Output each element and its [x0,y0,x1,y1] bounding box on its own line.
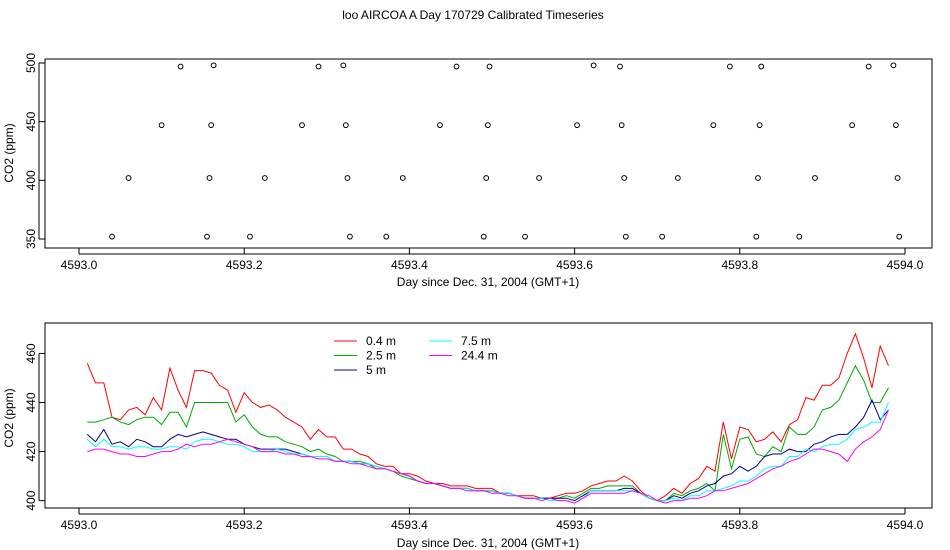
data-point [206,175,213,181]
data-point [812,175,818,181]
data-point [315,63,322,70]
data-point [261,175,268,181]
x-tick-label: 4593.0 [61,518,98,532]
data-point [437,122,443,129]
data-point [536,175,542,181]
y-axis-label-bottom: CO2 (ppm) [2,388,16,447]
plot-frame-bottom [44,322,933,509]
data-point [622,233,629,240]
legend: 0.4 m2.5 m5 m 7.5 m24.4 m [334,334,498,377]
data-point [674,175,681,181]
axes-top: 4593.0 4593.2 4593.4 4593.6 4593.8 4594.0 350 4… [24,53,924,272]
legend-label: 0.4 m [366,334,396,348]
x-tick-label: 4593.6 [556,258,593,272]
data-point [247,233,253,240]
data-point [342,122,349,129]
data-point [480,233,487,240]
data-point [755,175,761,181]
data-point [726,63,733,70]
data-point [125,175,132,181]
data-point [210,62,217,69]
x-tick-label: 4594.0 [887,518,924,532]
x-tick-label: 4593.8 [721,518,758,532]
data-point [621,175,628,181]
data-point [340,62,347,69]
data-point [617,63,623,70]
data-point [865,63,872,70]
legend-label: 7.5 m [461,334,491,348]
y-tick-label: 440 [24,392,38,412]
data-point [590,62,597,69]
chart-title: loo AIRCOA A Day 170729 Calibrated Times… [342,8,603,22]
data-point [383,233,390,240]
x-tick-label: 4593.0 [61,258,98,272]
x-axis-label-bottom: Day since Dec. 31, 2004 (GMT+1) [397,536,579,550]
data-point [347,233,353,240]
y-axis-label-top: CO2 (ppm) [2,123,16,182]
y-tick-label: 350 [24,229,38,249]
y-tick-label: 460 [24,343,38,363]
data-point [758,63,765,70]
data-point [109,233,115,240]
data-point [204,233,210,240]
data-point [177,63,184,70]
legend-label: 24.4 m [461,349,498,363]
data-point [753,233,760,240]
data-point [483,175,490,181]
points-top [109,62,903,240]
data-point [710,122,717,129]
data-point [522,233,528,240]
data-point [574,122,580,129]
series-line-5-m [86,398,889,502]
y-tick-label: 420 [24,441,38,461]
y-tick-label: 500 [24,53,38,73]
data-point [890,62,897,69]
series-line-7-5-m [86,402,889,504]
x-tick-label: 4593.6 [556,518,593,532]
x-axis-label-top: Day since Dec. 31, 2004 (GMT+1) [397,275,579,289]
panel-bottom: 4593.0 4593.2 4593.4 4593.6 4593.8 4594.0 400 4… [2,322,933,550]
data-point [299,122,305,129]
data-point [399,175,406,181]
y-tick-label: 400 [24,170,38,190]
data-point [893,122,899,129]
data-point [618,122,625,129]
x-tick-label: 4593.2 [226,258,263,272]
x-tick-label: 4593.4 [391,518,428,532]
series-line-24-4-m [87,409,889,504]
data-point [344,175,351,181]
axes-bottom: 4593.0 4593.2 4593.4 4593.6 4593.8 4594.0 400 4… [24,343,924,532]
y-tick-label: 450 [24,111,38,131]
x-tick-label: 4593.4 [391,258,428,272]
series-lines [86,332,889,504]
panel-top: 4593.0 4593.2 4593.4 4593.6 4593.8 4594.0 350 4… [2,53,933,289]
data-point [849,122,856,129]
data-point [796,233,803,240]
data-point [484,122,491,129]
y-tick-label: 400 [24,490,38,510]
data-point [896,233,903,240]
data-point [453,63,460,70]
legend-label: 5 m [366,363,386,377]
x-tick-label: 4593.8 [721,258,758,272]
series-line-0-4-m [86,332,889,502]
data-point [486,63,493,70]
x-tick-label: 4593.2 [226,518,263,532]
data-point [756,122,763,129]
data-point [158,122,165,129]
plot-frame-top [44,58,933,249]
legend-label: 2.5 m [366,349,396,363]
data-point [208,122,215,129]
x-tick-label: 4594.0 [887,258,924,272]
data-point [659,233,666,240]
data-point [894,175,901,181]
